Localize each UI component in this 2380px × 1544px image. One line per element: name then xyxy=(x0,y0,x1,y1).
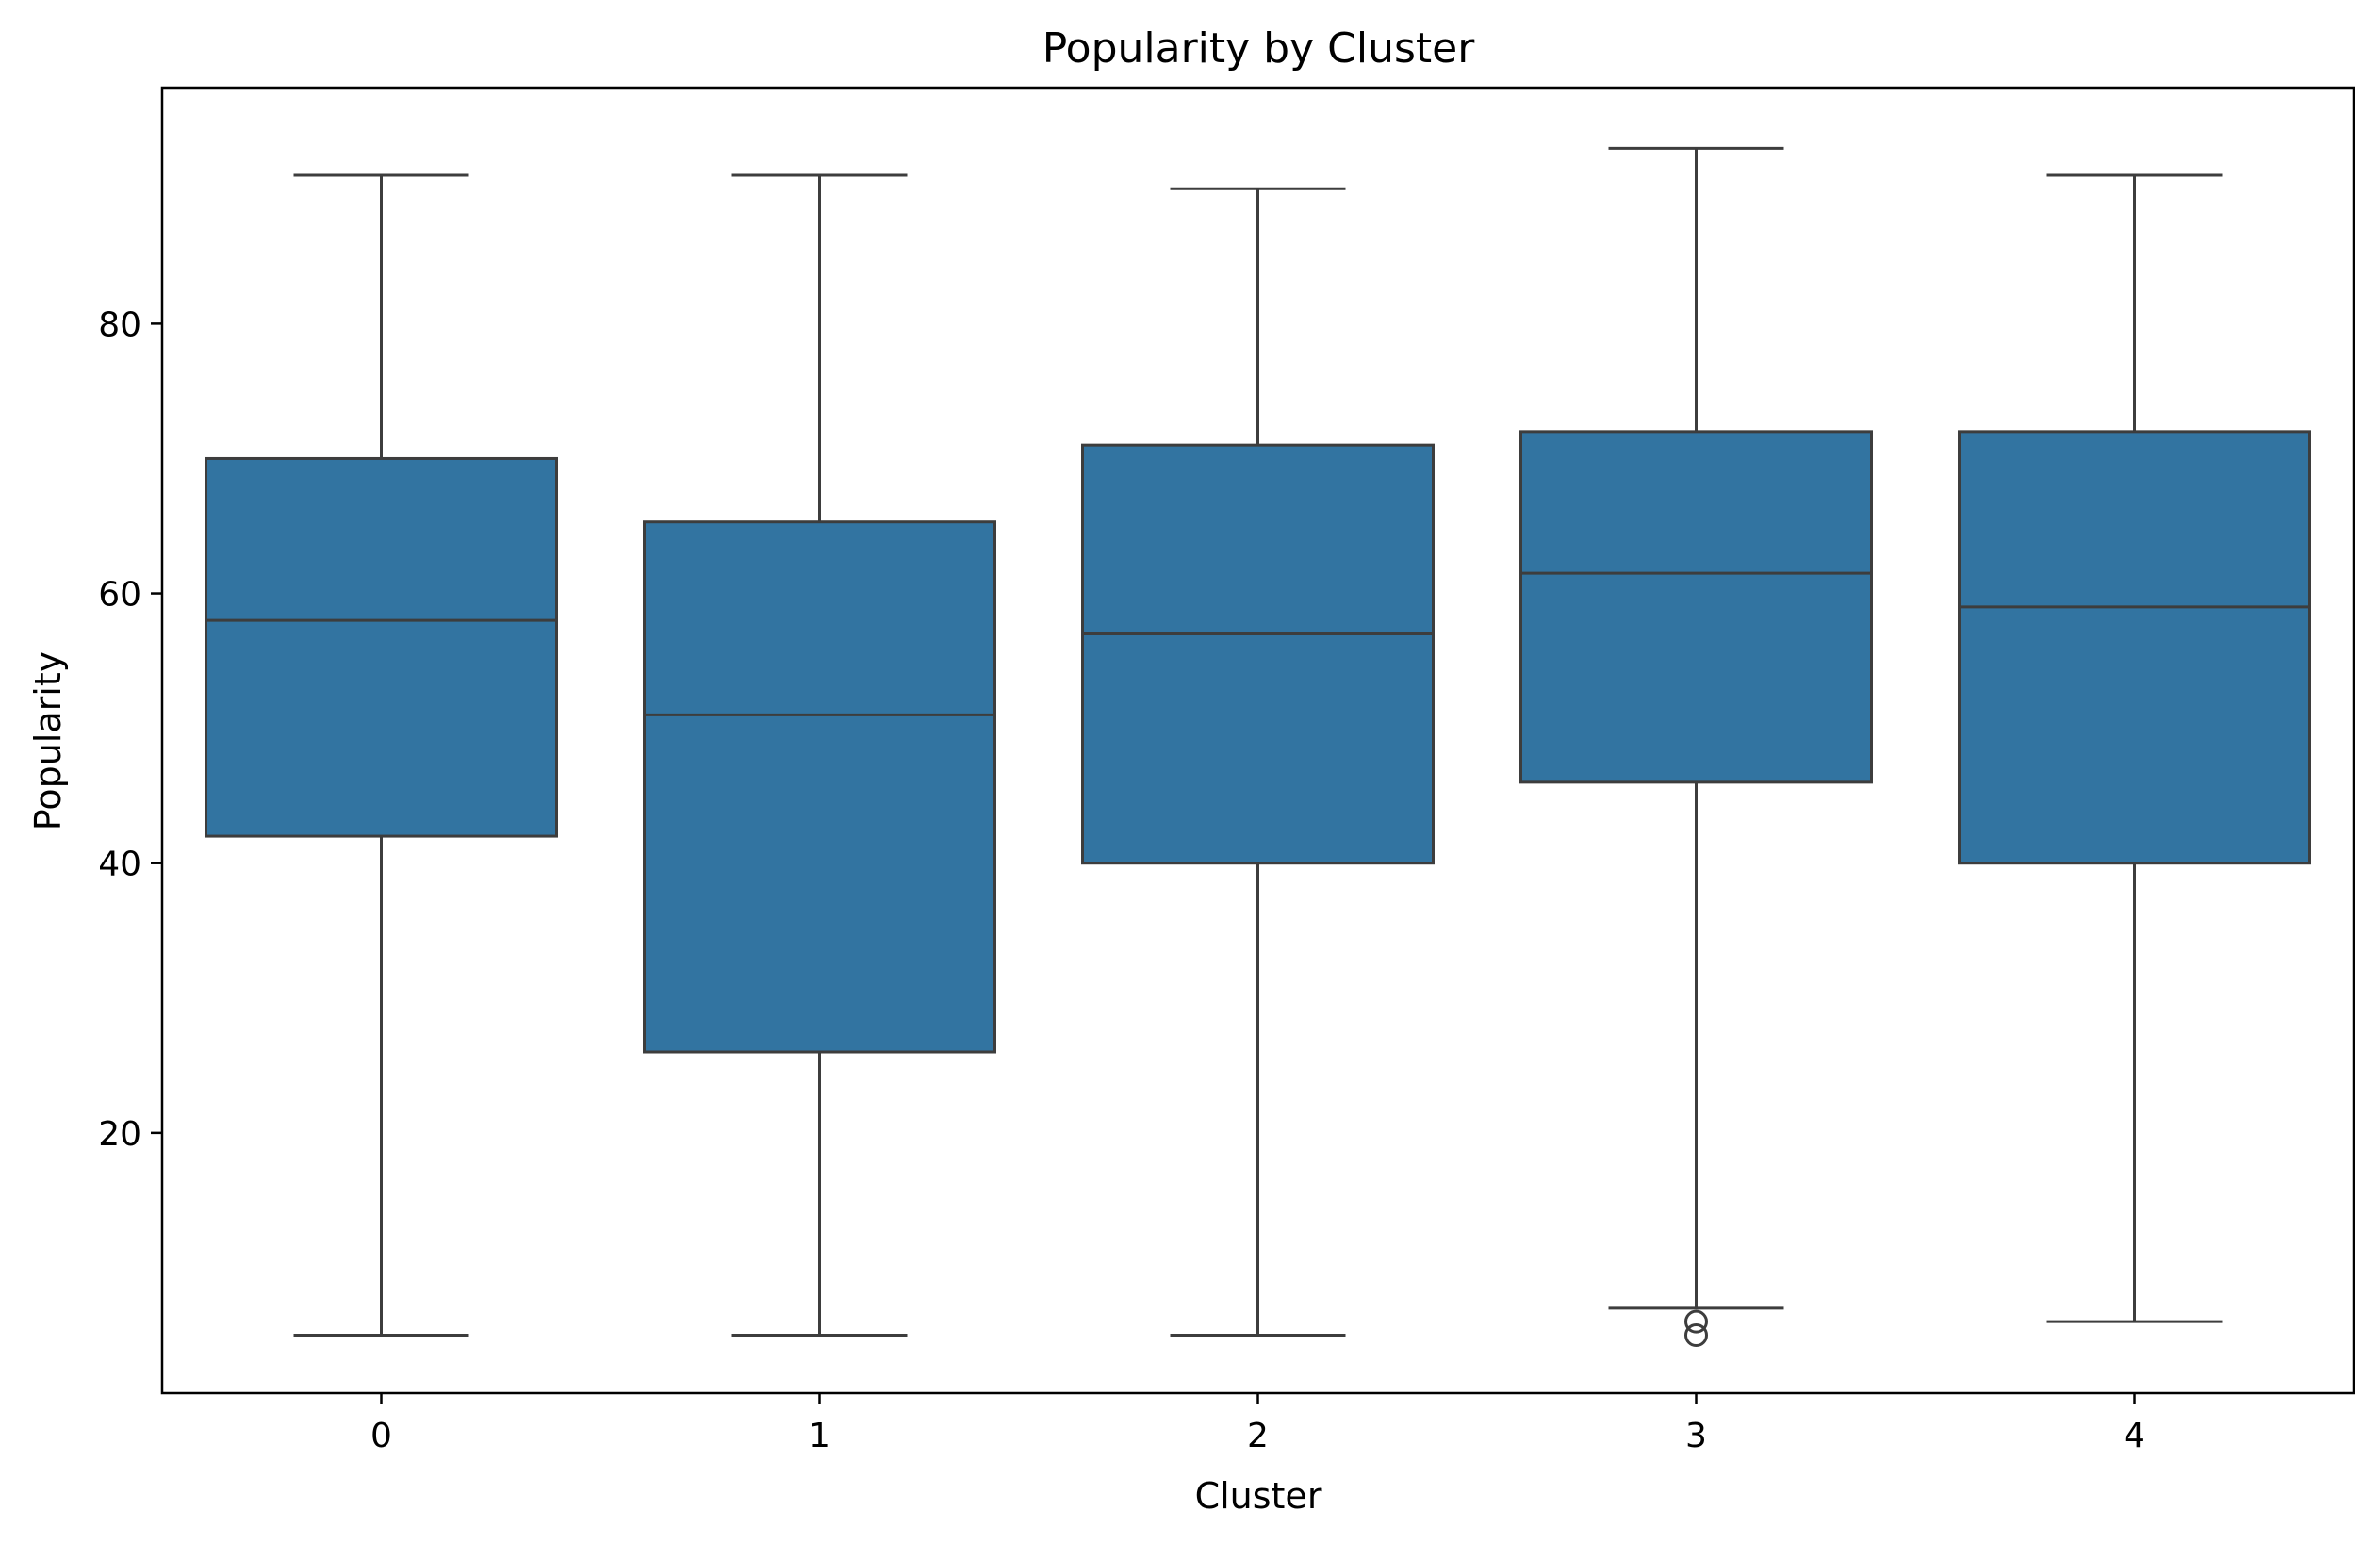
x-tick-label: 2 xyxy=(1247,1417,1269,1455)
box-iqr xyxy=(643,520,996,1054)
outlier-point xyxy=(1684,1322,1708,1347)
outlier-point xyxy=(1684,1309,1708,1334)
box-group-cluster-1 xyxy=(643,173,996,1337)
y-axis-ticks: 20 40 60 80 xyxy=(98,305,162,1154)
chart-title: Popularity by Cluster xyxy=(1042,25,1476,73)
box-iqr xyxy=(1519,430,1873,784)
plot-area xyxy=(205,146,2311,1347)
box-group-cluster-3 xyxy=(1519,146,1873,1347)
x-axis-ticks: 0 1 2 3 4 xyxy=(370,1393,2145,1455)
box-group-cluster-4 xyxy=(1958,173,2311,1323)
x-tick-label: 1 xyxy=(809,1417,830,1455)
box-iqr xyxy=(1081,443,1435,865)
y-tick-label: 80 xyxy=(98,305,141,344)
box-group-cluster-0 xyxy=(205,173,558,1337)
x-tick-label: 0 xyxy=(370,1417,392,1455)
x-tick-label: 3 xyxy=(1685,1417,1707,1455)
y-tick-label: 40 xyxy=(98,846,141,884)
x-tick-label: 4 xyxy=(2124,1417,2145,1455)
box-iqr xyxy=(205,456,558,838)
box-group-cluster-2 xyxy=(1081,187,1435,1337)
y-axis-label: Popularity xyxy=(27,651,69,830)
y-tick-label: 60 xyxy=(98,576,141,615)
y-tick-label: 20 xyxy=(98,1115,141,1154)
box-iqr xyxy=(1958,430,2311,865)
x-axis-label: Cluster xyxy=(1195,1475,1322,1517)
